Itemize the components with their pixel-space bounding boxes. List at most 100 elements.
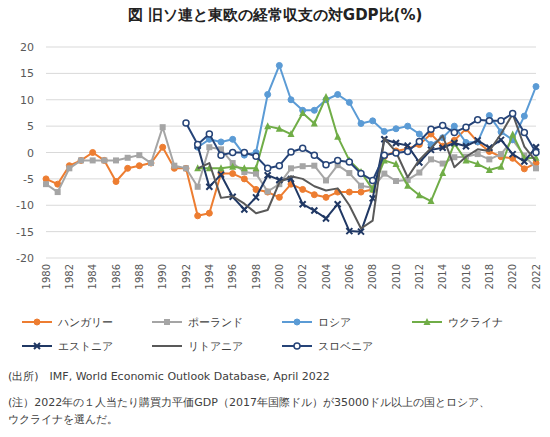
series-marker bbox=[171, 163, 177, 169]
series-line bbox=[46, 129, 536, 216]
legend-marker bbox=[164, 319, 170, 325]
series-marker bbox=[428, 126, 434, 132]
series-marker bbox=[486, 118, 492, 124]
series-marker bbox=[346, 159, 352, 165]
plot-area bbox=[43, 62, 540, 234]
series-marker bbox=[43, 181, 49, 187]
legend-item: ハンガリー bbox=[22, 316, 113, 329]
series-marker bbox=[440, 145, 446, 151]
series-marker bbox=[393, 150, 399, 156]
legend-marker bbox=[294, 343, 300, 349]
series-marker bbox=[486, 156, 492, 162]
series bbox=[183, 110, 539, 183]
x-tick-label: 1982 bbox=[64, 264, 75, 289]
series-marker bbox=[404, 182, 411, 189]
series-marker bbox=[183, 165, 189, 171]
series-line bbox=[186, 113, 536, 180]
series-marker bbox=[253, 153, 259, 159]
series-marker bbox=[311, 107, 317, 113]
series-marker bbox=[509, 131, 516, 138]
y-tick-label: 10 bbox=[20, 94, 34, 107]
legend-marker bbox=[424, 318, 431, 325]
x-tick-label: 1988 bbox=[134, 264, 145, 289]
x-tick-label: 1980 bbox=[41, 264, 52, 289]
series-line bbox=[198, 97, 536, 201]
series-marker bbox=[229, 163, 236, 170]
x-tick-label: 2010 bbox=[391, 264, 402, 289]
series-marker bbox=[393, 140, 399, 146]
series-marker bbox=[451, 123, 457, 129]
series-marker bbox=[533, 150, 539, 156]
series-marker bbox=[311, 163, 317, 169]
series-marker bbox=[66, 165, 72, 171]
legend-label: エストニア bbox=[58, 340, 113, 353]
series-marker bbox=[253, 194, 259, 200]
y-tick-label: -5 bbox=[23, 173, 34, 186]
series-marker bbox=[334, 133, 341, 140]
series-marker bbox=[533, 165, 539, 171]
annotation: (出所) IMF, World Economic Outlook Databas… bbox=[8, 370, 330, 383]
series-marker bbox=[475, 117, 481, 123]
series-marker bbox=[230, 171, 236, 177]
legend-marker bbox=[294, 319, 300, 325]
series-marker bbox=[463, 124, 469, 130]
y-tick-label: 20 bbox=[20, 41, 34, 54]
x-tick-label: 1984 bbox=[87, 264, 98, 289]
series-marker bbox=[510, 151, 516, 157]
grid-line bbox=[46, 205, 536, 206]
series-marker bbox=[299, 109, 306, 116]
series-marker bbox=[183, 120, 189, 126]
series bbox=[194, 93, 539, 204]
series-marker bbox=[510, 110, 516, 116]
legend-item: スロベニア bbox=[282, 340, 373, 353]
legend-label: ロシア bbox=[318, 316, 351, 329]
series-marker bbox=[358, 120, 364, 126]
series-marker bbox=[335, 201, 341, 207]
series-marker bbox=[276, 125, 283, 132]
y-tick-label: -15 bbox=[16, 226, 34, 239]
series-marker bbox=[160, 124, 166, 130]
series-marker bbox=[136, 163, 142, 169]
series-marker bbox=[148, 160, 154, 166]
title: 図 旧ソ連と東欧の経常収支の対GDP比(%) bbox=[128, 6, 423, 24]
grid-line bbox=[46, 258, 536, 259]
series bbox=[43, 126, 539, 219]
series-marker bbox=[439, 169, 446, 176]
legend-item: ウクライナ bbox=[412, 316, 503, 329]
series-marker bbox=[218, 164, 225, 171]
series-marker bbox=[393, 178, 399, 184]
series-marker bbox=[498, 163, 505, 170]
series-marker bbox=[125, 165, 131, 171]
series-marker bbox=[323, 162, 329, 168]
series-marker bbox=[393, 126, 399, 132]
series-marker bbox=[346, 99, 352, 105]
annotation: ウクライナを選んだ。 bbox=[8, 413, 118, 426]
x-tick-label: 2016 bbox=[461, 264, 472, 289]
series-marker bbox=[288, 130, 295, 137]
series-marker bbox=[358, 229, 364, 235]
series-marker bbox=[160, 144, 166, 150]
x-tick-label: 1992 bbox=[181, 264, 192, 289]
series-marker bbox=[265, 189, 271, 195]
series-marker bbox=[148, 160, 154, 166]
grid bbox=[46, 47, 536, 258]
x-tick-label: 1990 bbox=[157, 264, 168, 289]
grid-line bbox=[46, 73, 536, 74]
series-marker bbox=[416, 138, 422, 144]
series-marker bbox=[90, 150, 96, 156]
annotation: (注）2022年の１人当たり購買力平価GDP（2017年国際ドル）が35000ド… bbox=[8, 396, 490, 409]
legend-label: リトアニア bbox=[188, 340, 243, 353]
series-marker bbox=[264, 122, 271, 129]
legend-marker bbox=[34, 343, 40, 349]
series-marker bbox=[521, 113, 527, 119]
series-marker bbox=[521, 158, 527, 164]
series-marker bbox=[300, 163, 306, 169]
series-marker bbox=[195, 184, 201, 190]
series-marker bbox=[381, 152, 387, 158]
series-marker bbox=[241, 206, 247, 212]
series-marker bbox=[486, 166, 493, 173]
series-marker bbox=[125, 155, 131, 161]
series-marker bbox=[521, 129, 527, 135]
series-marker bbox=[323, 215, 329, 221]
series-marker bbox=[276, 163, 282, 169]
